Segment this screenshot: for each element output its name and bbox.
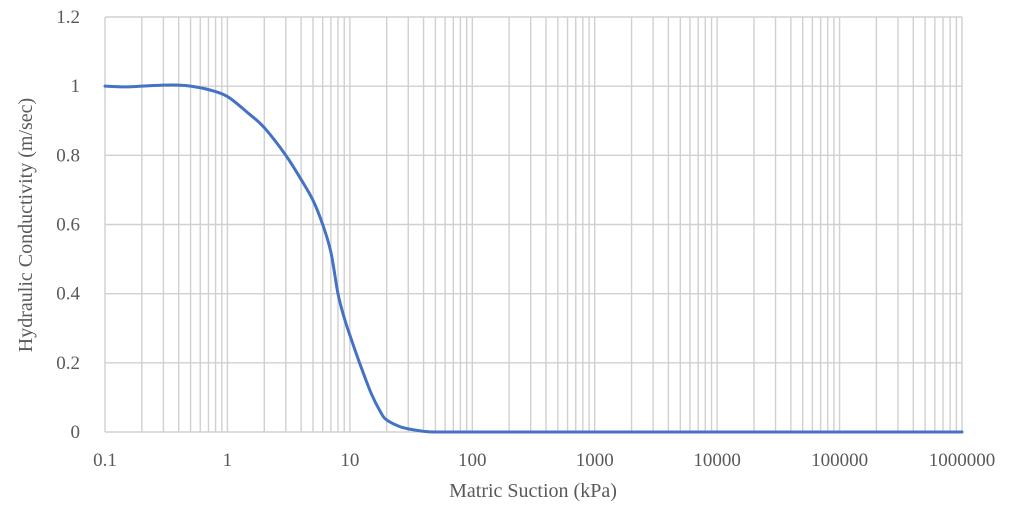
y-tick-label: 0.6	[56, 215, 80, 236]
y-tick-label: 0.4	[56, 284, 80, 305]
x-tick-label: 10000	[693, 450, 741, 471]
grid-lines	[105, 17, 962, 432]
x-tick-label: 1000000	[929, 450, 996, 471]
x-tick-label: 100	[458, 450, 487, 471]
y-axis-tick-labels: 0 0.2 0.4 0.6 0.8 1 1.2	[56, 7, 80, 443]
x-tick-label: 10	[340, 450, 359, 471]
y-tick-label: 0	[71, 422, 81, 443]
y-tick-label: 0.8	[56, 145, 80, 166]
x-tick-label: 1	[223, 450, 233, 471]
x-tick-label: 100000	[811, 450, 868, 471]
y-axis-title: Hydraulic Conductivity (m/sec)	[15, 98, 37, 352]
y-tick-label: 0.2	[56, 353, 80, 374]
x-tick-label: 1000	[576, 450, 614, 471]
x-axis-tick-labels: 0.1 1 10 100 1000 10000 100000 1000000	[93, 450, 995, 471]
x-tick-label: 0.1	[93, 450, 117, 471]
y-tick-label: 1	[71, 76, 81, 97]
x-axis-title: Matric Suction (kPa)	[449, 480, 617, 502]
y-tick-label: 1.2	[56, 7, 80, 28]
